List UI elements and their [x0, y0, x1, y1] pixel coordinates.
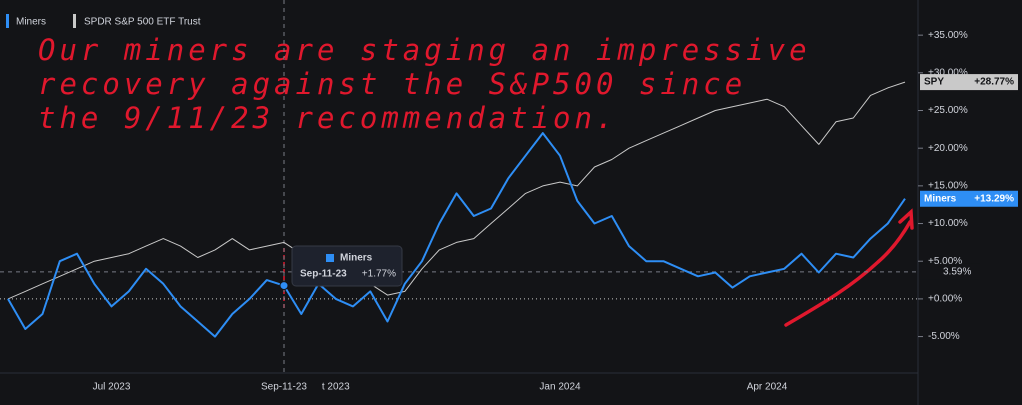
tooltip-value: +1.77% [362, 269, 396, 280]
annotation: Our miners are staging an impressive [38, 33, 811, 67]
series-line [7, 132, 906, 338]
price-tag [920, 74, 1018, 91]
price-tag-symbol: SPY [924, 77, 944, 88]
legend-swatch [6, 14, 9, 28]
y-tick-label: +25.00% [928, 105, 968, 116]
y-tick-label: -5.00% [928, 331, 960, 342]
x-tick-label: Jan 2024 [539, 382, 581, 393]
y-tick-label: +10.00% [928, 218, 968, 229]
hand-drawn-arrow [784, 220, 912, 327]
crosshair-y-box [920, 263, 980, 280]
x-tick-label: Apr 2024 [747, 382, 788, 393]
y-tick-label: +0.00% [928, 294, 962, 305]
x-tick-label: Jul 2023 [93, 382, 131, 393]
price-tag-name: Miners [924, 193, 957, 204]
crosshair-x-box [252, 378, 316, 396]
legend-swatch [73, 14, 76, 28]
tooltip-series: Miners [340, 253, 373, 264]
hover-point [279, 281, 289, 291]
price-tag [920, 190, 1018, 207]
hand-drawn-arrowhead [898, 208, 914, 230]
y-tick-label: +5.00% [928, 256, 962, 267]
annotation: the 9/11/23 recommendation. [38, 101, 617, 135]
legend-label[interactable]: Miners [16, 17, 46, 28]
tooltip-date: Sep-11-23 [300, 269, 347, 280]
tooltip-swatch [326, 254, 334, 262]
y-tick-label: +30.00% [928, 67, 968, 78]
y-tick-label: +15.00% [928, 181, 968, 192]
tooltip [291, 245, 403, 287]
annotation: recovery against the S&P500 since [38, 67, 746, 101]
x-tick-label: t 2023 [322, 382, 350, 393]
price-tag-value: +13.29% [974, 193, 1014, 204]
series-line [7, 81, 906, 300]
price-tag-value: +28.77% [974, 77, 1014, 88]
crosshair-x-label: Sep-11-23 [261, 382, 307, 393]
legend: Miners SPDR S&P 500 ETF Trust [6, 14, 201, 28]
y-tick-label: +20.00% [928, 143, 968, 154]
crosshair-y-label: 3.59% [943, 266, 971, 277]
y-tick-label: +35.00% [928, 30, 968, 41]
legend-label[interactable]: SPDR S&P 500 ETF Trust [84, 17, 201, 28]
